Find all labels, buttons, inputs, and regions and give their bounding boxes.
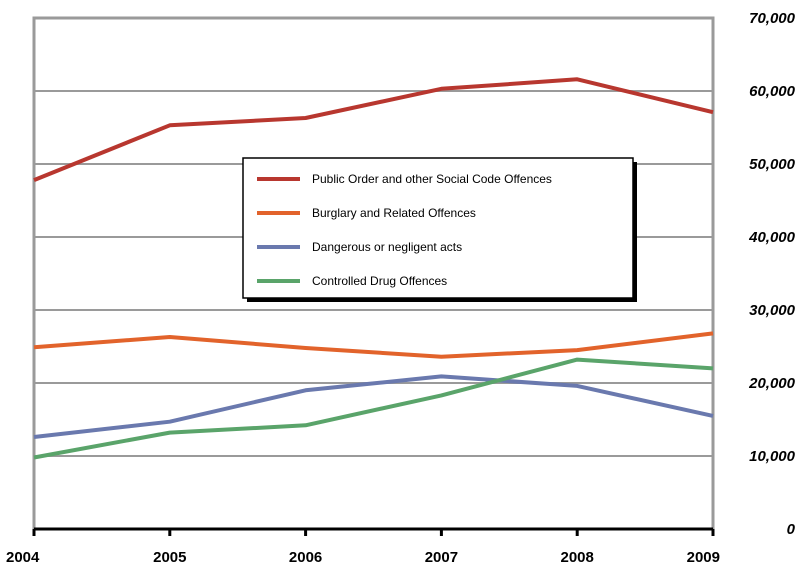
x-tick-label: 2008 <box>561 549 594 566</box>
y-tick-label: 30,000 <box>749 302 796 319</box>
x-tick-label: 2006 <box>289 549 322 566</box>
series-lines <box>33 77 714 460</box>
y-tick-label: 60,000 <box>749 83 796 100</box>
legend-label-4: Controlled Drug Offences <box>312 274 447 288</box>
y-tick-label: 40,000 <box>748 229 796 246</box>
tick-labels: 2004 2005 2006 2007 2008 2009 0 10,000 20,000 30,… <box>6 10 796 566</box>
legend-label-3: Dangerous or negligent acts <box>312 240 462 254</box>
x-tick-label: 2009 <box>687 549 720 566</box>
legend-box <box>242 157 634 299</box>
x-tick-label: 2004 <box>6 549 40 566</box>
y-tick-label: 20,000 <box>748 375 796 392</box>
legend-label-2: Burglary and Related Offences <box>312 206 476 220</box>
series-line-2 <box>33 331 714 359</box>
legend: Public Order and other Social Code Offen… <box>242 157 637 302</box>
y-tick-label: 10,000 <box>749 448 796 465</box>
y-tick-label: 0 <box>787 521 796 538</box>
axes <box>32 527 715 536</box>
y-tick-label: 70,000 <box>749 10 796 27</box>
y-tick-label: 50,000 <box>749 156 796 173</box>
series-line-1 <box>33 77 714 182</box>
x-tick-label: 2005 <box>153 549 186 566</box>
series-line-3 <box>33 374 714 439</box>
series-line-4 <box>33 357 714 460</box>
x-tick-label: 2007 <box>425 549 458 566</box>
legend-label-1: Public Order and other Social Code Offen… <box>312 172 552 186</box>
